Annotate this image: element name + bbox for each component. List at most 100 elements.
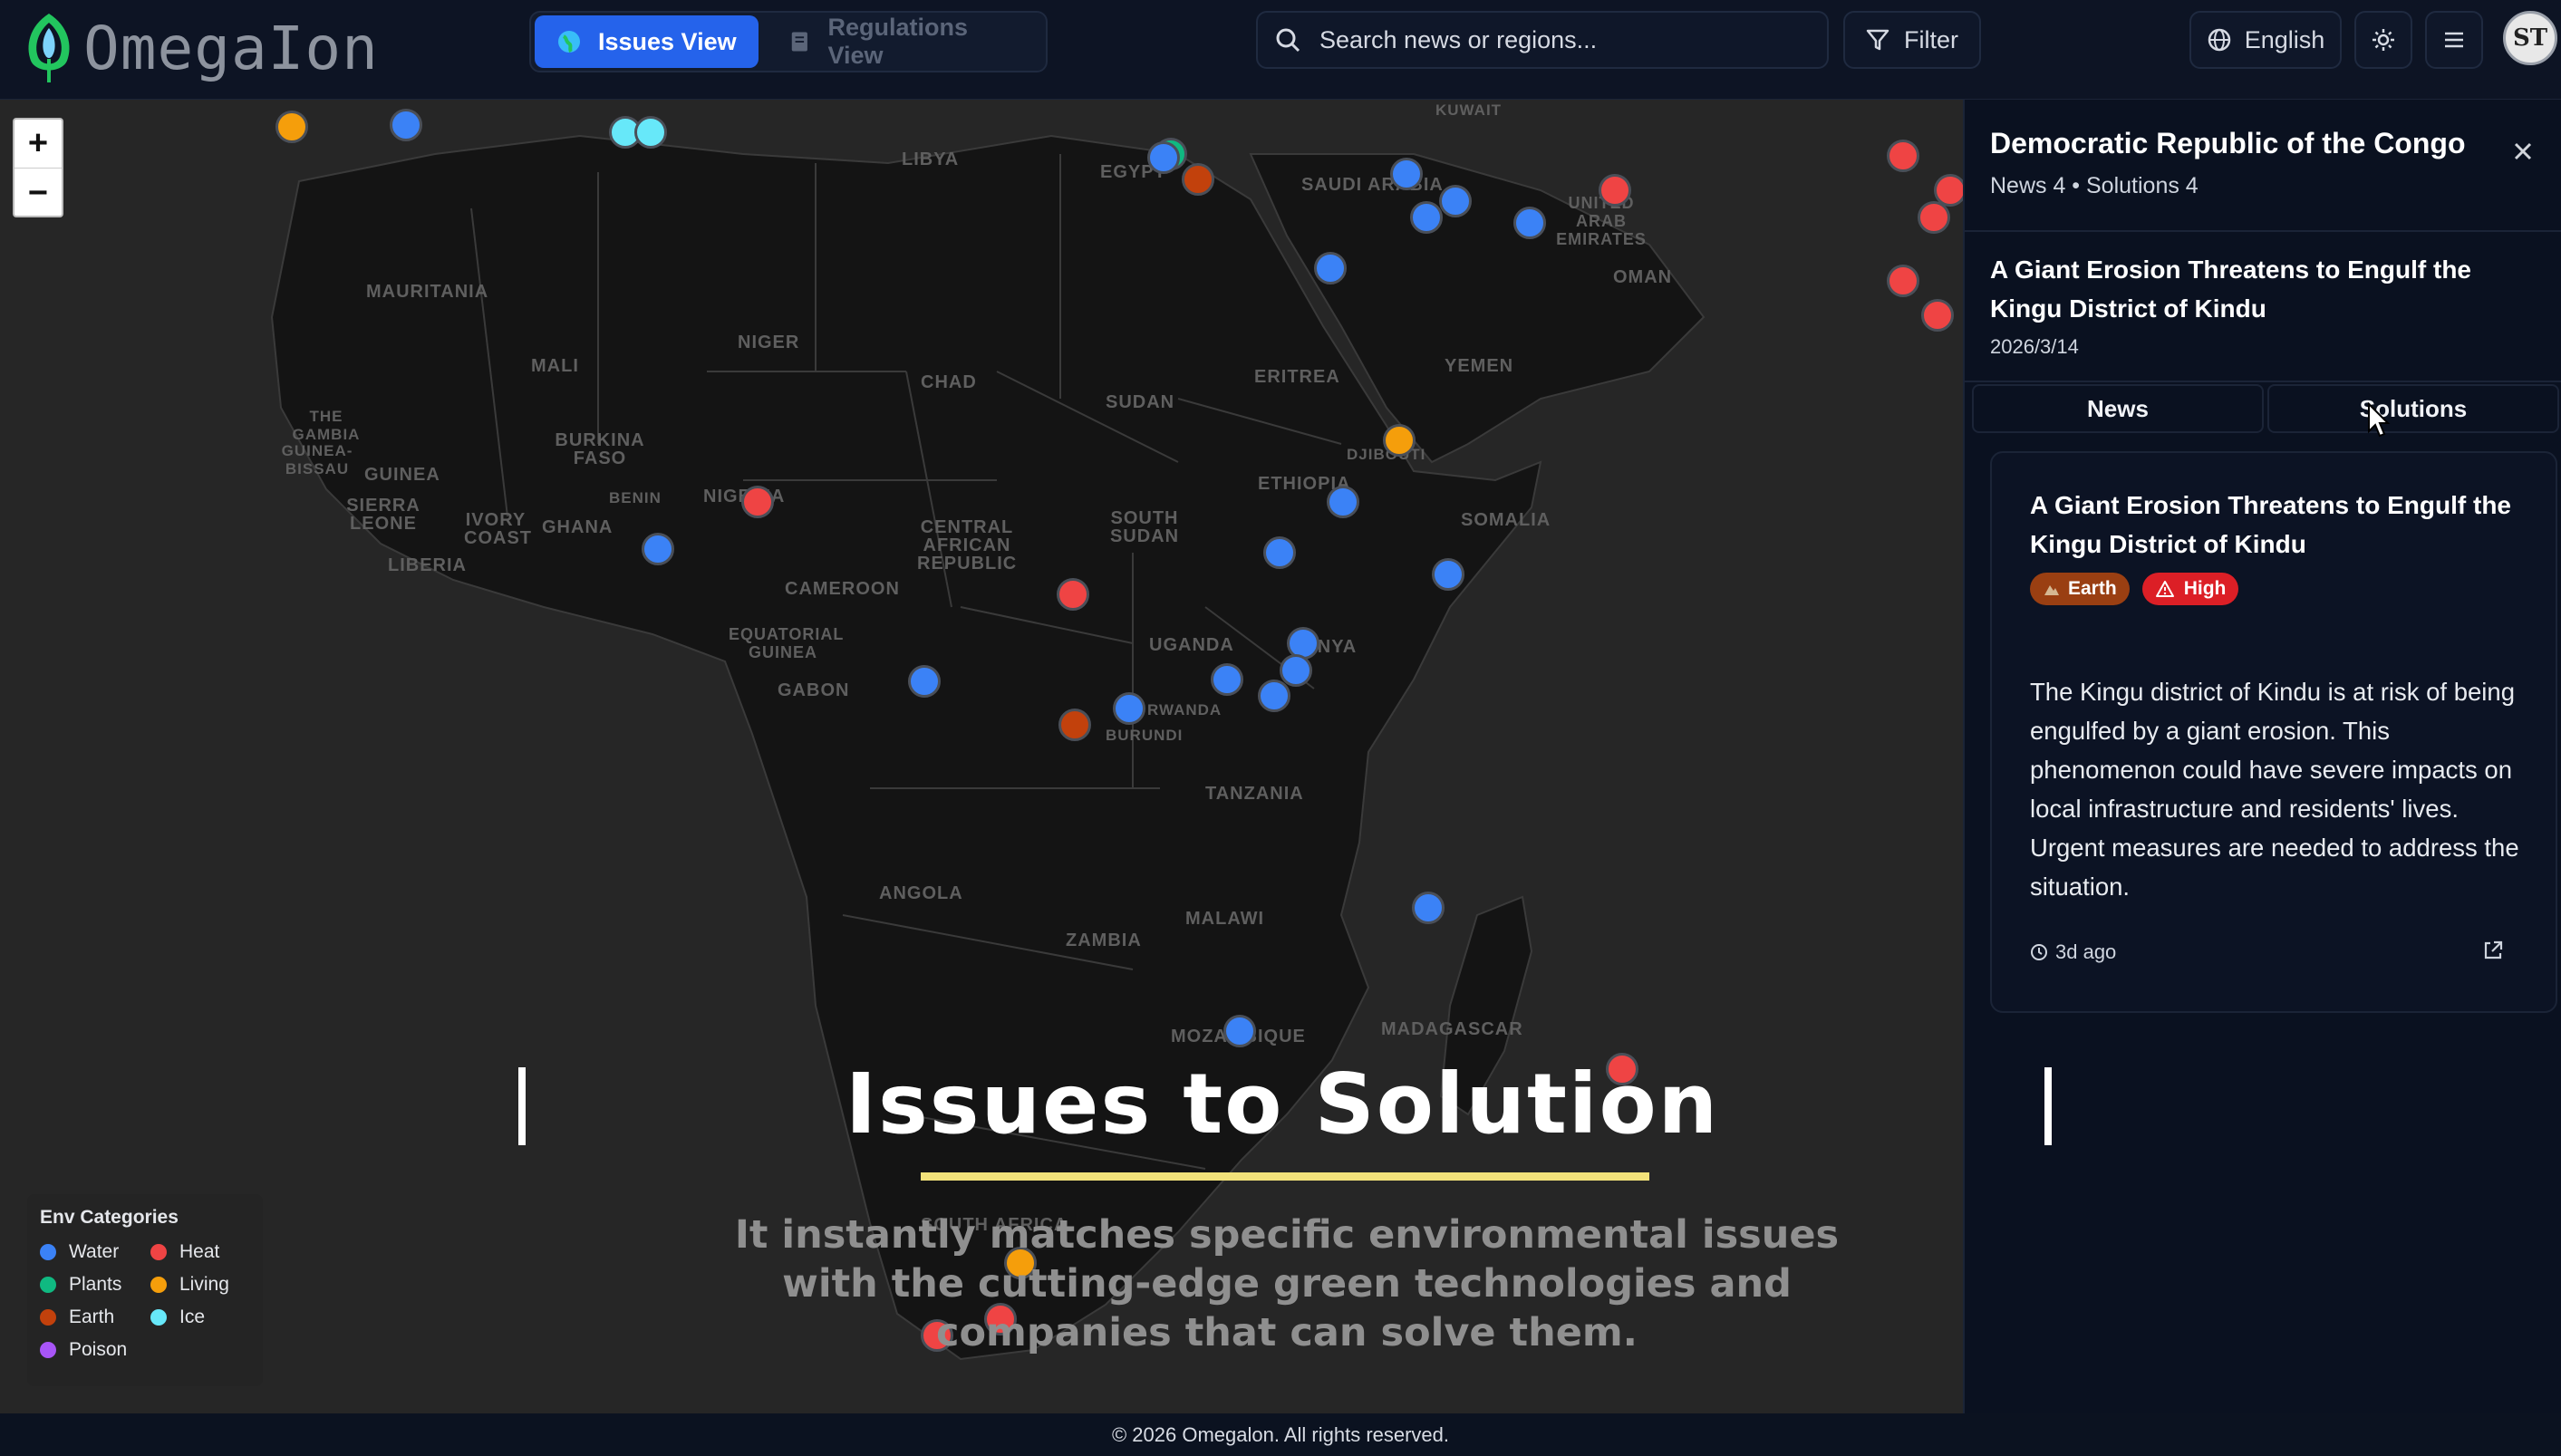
map-marker[interactable]	[1432, 558, 1464, 591]
map-marker[interactable]	[908, 665, 941, 698]
map-marker[interactable]	[1599, 174, 1631, 207]
globe-icon	[558, 31, 580, 53]
map-label-liberia: LIBERIA	[388, 555, 467, 575]
filter-button[interactable]: Filter	[1843, 11, 1981, 69]
map-area[interactable]: LIBYA EGYPT SAUDI ARABIA KUWAIT UNITED A…	[0, 100, 1963, 1413]
map-label-mali: MALI	[531, 356, 579, 376]
map-label-south-africa: SOUTH AFRICA	[921, 1215, 1068, 1235]
legend-title: Env Categories	[40, 1207, 179, 1228]
regulations-view-button[interactable]: Regulations View	[766, 14, 1042, 69]
map-marker[interactable]	[275, 111, 308, 143]
map-label-egypt: EGYPT	[1100, 162, 1166, 182]
news-card[interactable]: A Giant Erosion Threatens to Engulf the …	[1990, 451, 2557, 1013]
app-name: OmegaIon	[83, 13, 379, 83]
tab-news[interactable]: News	[1972, 384, 2264, 433]
legend-item-water: Water	[40, 1241, 150, 1263]
search-input[interactable]	[1319, 25, 1809, 54]
legend-dot	[40, 1244, 56, 1260]
map-marker[interactable]	[1182, 163, 1214, 196]
map-label-equatorial-guinea: EQUATORIAL GUINEA	[729, 625, 845, 661]
map-marker[interactable]	[1390, 158, 1423, 190]
map-marker[interactable]	[1887, 265, 1919, 297]
tab-solutions[interactable]: Solutions	[2267, 384, 2559, 433]
map-marker[interactable]	[1412, 892, 1445, 924]
map-marker[interactable]	[921, 1319, 953, 1352]
document-icon	[791, 32, 807, 52]
leaf-logo-icon	[28, 14, 70, 82]
legend-item-living: Living	[150, 1274, 259, 1296]
language-selector[interactable]: English	[2189, 11, 2342, 69]
top-bar: OmegaIon Issues View Regulations View	[0, 0, 2561, 100]
map-marker[interactable]	[1263, 536, 1296, 569]
map-marker[interactable]	[1223, 1015, 1256, 1047]
map-label-gabon: GABON	[778, 680, 850, 700]
map-marker[interactable]	[1058, 709, 1091, 741]
map-label-uganda: UGANDA	[1149, 635, 1234, 655]
panel-tabs: News Solutions	[1972, 384, 2561, 433]
map-label-central-african-republic: CENTRAL AFRICAN REPUBLIC	[917, 517, 1018, 574]
map-marker[interactable]	[1147, 141, 1180, 174]
map-marker[interactable]	[1327, 486, 1359, 518]
close-icon	[2514, 142, 2532, 160]
legend: Env Categories Water Heat Plants Living …	[27, 1194, 263, 1386]
map-marker[interactable]	[1887, 140, 1919, 172]
warning-icon	[2155, 581, 2174, 597]
caption-bar-right	[2044, 1067, 2052, 1145]
open-external-link-button[interactable]	[2481, 939, 2505, 967]
map-marker[interactable]	[1921, 299, 1954, 332]
africa-map-shapes	[270, 134, 1706, 1361]
overlay-title: Issues to Solution	[845, 1056, 1720, 1152]
map-label-ethiopia: ETHIOPIA	[1258, 474, 1351, 494]
map-label-cameroon: CAMEROON	[785, 579, 900, 599]
map-marker[interactable]	[609, 116, 642, 149]
news-card-title: A Giant Erosion Threatens to Engulf the …	[2030, 491, 2511, 558]
zoom-control: + −	[13, 118, 63, 217]
map-marker[interactable]	[1211, 663, 1243, 696]
map-marker[interactable]	[1004, 1247, 1037, 1279]
map-marker[interactable]	[1606, 1053, 1638, 1085]
map-marker[interactable]	[1439, 185, 1472, 217]
map-marker[interactable]	[642, 533, 674, 565]
map-marker[interactable]	[1918, 201, 1950, 234]
close-panel-button[interactable]	[2512, 136, 2534, 169]
legend-dot	[150, 1277, 167, 1293]
app-logo[interactable]: OmegaIon	[20, 7, 379, 89]
zoom-in-button[interactable]: +	[14, 120, 62, 169]
map-label-angola: ANGOLA	[879, 883, 963, 903]
search-box[interactable]	[1256, 11, 1829, 69]
issues-view-button[interactable]: Issues View	[535, 15, 759, 68]
legend-item-ice: Ice	[150, 1307, 259, 1328]
map-marker[interactable]	[1280, 654, 1312, 687]
map-marker[interactable]	[390, 109, 422, 141]
view-toggle: Issues View Regulations View	[529, 11, 1048, 72]
map-marker[interactable]	[984, 1303, 1017, 1335]
map-marker[interactable]	[741, 486, 774, 518]
theme-toggle-button[interactable]	[2354, 11, 2412, 69]
map-label-saudi-arabia: SAUDI ARABIA	[1301, 175, 1444, 195]
map-marker[interactable]	[1383, 424, 1416, 457]
panel-header: Democratic Republic of the Congo News 4 …	[1990, 127, 2465, 199]
overlay-underline	[921, 1172, 1649, 1181]
selected-news-title[interactable]: A Giant Erosion Threatens to Engulf the …	[1990, 256, 2471, 323]
menu-button[interactable]	[2425, 11, 2483, 69]
map-marker[interactable]	[1314, 252, 1347, 284]
map-label-somalia: SOMALIA	[1461, 510, 1551, 530]
hamburger-menu-icon	[2445, 32, 2463, 48]
external-link-icon	[2484, 940, 2503, 959]
map-marker[interactable]	[1513, 207, 1546, 239]
zoom-out-button[interactable]: −	[27, 173, 49, 212]
map-marker[interactable]	[1410, 201, 1443, 234]
news-card-time: 3d ago	[2030, 940, 2116, 964]
map-marker[interactable]	[1057, 578, 1089, 611]
user-avatar[interactable]: ST	[2503, 11, 2557, 65]
map-label-rwanda: RWANDA	[1147, 701, 1223, 718]
map-label-burkina-faso: BURKINA FASO	[555, 430, 645, 468]
footer: © 2026 Omegalon. All rights reserved.	[0, 1413, 2561, 1456]
globe-outline-icon	[2208, 28, 2230, 52]
legend-dot	[150, 1309, 167, 1326]
map-label-yemen: YEMEN	[1445, 356, 1514, 376]
filter-icon	[1866, 29, 1889, 51]
map-marker[interactable]	[634, 116, 667, 149]
map-marker[interactable]	[1258, 680, 1290, 712]
map-marker[interactable]	[1113, 692, 1145, 725]
